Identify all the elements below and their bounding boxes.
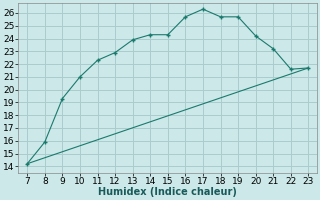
X-axis label: Humidex (Indice chaleur): Humidex (Indice chaleur) bbox=[98, 187, 237, 197]
